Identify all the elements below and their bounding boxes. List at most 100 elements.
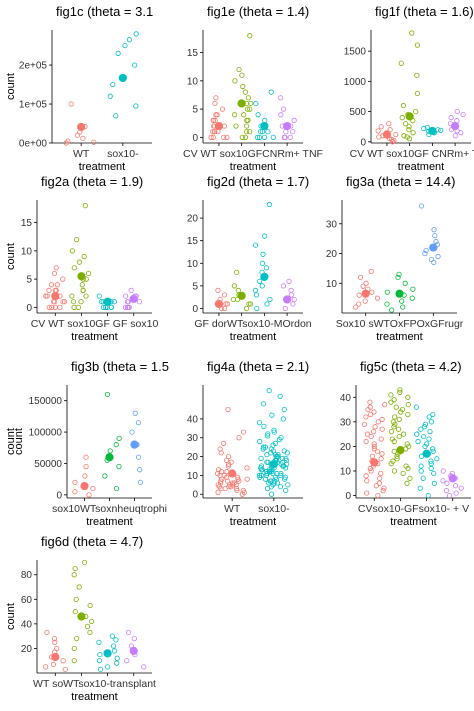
- panel-9-data-point: [388, 399, 394, 405]
- panel-9-mean-point: [370, 458, 379, 467]
- panel-2-data-point: [213, 112, 219, 118]
- panel-4-data-point: [128, 287, 134, 293]
- panel-10-mean-point: [77, 612, 86, 621]
- panel-6-title: fig3a (theta = 14.4): [346, 174, 456, 189]
- panel-2-data-point: [244, 123, 250, 129]
- panel-2-data-point: [253, 100, 259, 107]
- panel-7-data-point: [116, 435, 122, 441]
- panel-6-mean-point: [429, 243, 438, 252]
- panel-9-data-point: [379, 416, 385, 422]
- panel-1-data-point: [74, 132, 80, 138]
- panel-9-data-point: [395, 426, 402, 432]
- panel-4-data-point: [46, 287, 52, 293]
- panel-9-data-point: [400, 470, 406, 477]
- panel-2-x-axis-title: treatment: [230, 161, 276, 173]
- panel-7-data-point: [135, 420, 142, 426]
- panel-2-mean-point: [214, 121, 224, 131]
- panel-1-y-axis-title: count: [5, 73, 17, 100]
- panel-8-data-point: [225, 463, 231, 469]
- panel-10-data-point: [84, 623, 91, 629]
- panel-4-data-point: [69, 248, 75, 254]
- panel-1-x-axis-title: treatment: [79, 161, 125, 173]
- panel-4-data-point: [61, 299, 68, 305]
- panel-10-mean-point: [51, 652, 60, 662]
- panel-8-data-point: [260, 444, 267, 450]
- panel-5-data-point: [259, 260, 266, 266]
- panel-8-data-point: [240, 487, 246, 494]
- panel-10-title: fig6d (theta = 4.7): [41, 534, 143, 549]
- panel-9-data-point: [404, 441, 410, 447]
- panel-5-mean-point: [237, 291, 246, 300]
- panel-9-data-point: [431, 470, 437, 477]
- panel-10-y-tick-label: 40: [21, 619, 33, 630]
- panel-9-data-point: [392, 414, 398, 420]
- panel-9-data-point: [421, 433, 427, 440]
- panel-7-data-point: [113, 485, 120, 492]
- panel-8-data-point: [279, 455, 286, 462]
- panel-10-mean-point: [103, 649, 112, 658]
- panel-9-data-point: [444, 480, 450, 486]
- panel-9-data-point: [371, 441, 377, 447]
- panel-9-data-point: [380, 488, 386, 494]
- panel-10-data-point: [114, 660, 120, 666]
- panel-4-data-point: [100, 304, 107, 310]
- panel-6-data-point: [399, 298, 405, 304]
- panel-8-data-point: [244, 476, 250, 482]
- panel-2-data-point: [242, 134, 249, 140]
- panel-10-data-point: [87, 629, 93, 636]
- panel-6-data-point: [360, 283, 366, 289]
- panel-2-y-tick-label: 0: [192, 133, 198, 144]
- panel-9-data-point: [440, 468, 446, 474]
- panel-8-title: fig4a (theta = 2.1): [207, 359, 309, 374]
- panel-9-data-point: [405, 411, 411, 418]
- panel-10-x-axis-title: treatment: [71, 691, 117, 703]
- panel-2-data-point: [290, 129, 296, 135]
- panel-5-x-axis-title: treatment: [230, 331, 276, 343]
- panel-2-data-point: [280, 106, 287, 112]
- panel-7-data-point: [86, 492, 92, 498]
- panel-3-data-point: [387, 127, 393, 133]
- panel-9-data-point: [361, 421, 367, 427]
- panel-9-data-point: [394, 453, 400, 459]
- panel-5-data-point: [266, 201, 272, 208]
- panel-3-data-point: [401, 133, 407, 139]
- panel-6-data-point: [384, 289, 390, 295]
- panel-8-data-point: [283, 455, 289, 462]
- panel-2-data-point: [210, 117, 216, 124]
- panel-8-data-point: [230, 480, 236, 486]
- panel-9-data-point: [372, 424, 378, 430]
- panel-3-mean-point: [382, 130, 392, 139]
- panel-9-data-point: [364, 431, 371, 437]
- panel-4-mean-point: [129, 294, 138, 303]
- panel-2-data-point: [287, 134, 293, 140]
- panel-7-title: fig3b (theta = 1.5: [71, 359, 169, 374]
- panel-3-data-point: [406, 127, 412, 133]
- panel-9-data-point: [371, 446, 377, 452]
- panel-8-data-point: [256, 420, 263, 426]
- panel-9-y-tick-label: 20: [340, 442, 352, 453]
- panel-5-data-point: [253, 292, 260, 298]
- panel-5-mean-point: [282, 295, 292, 304]
- panel-10-data-point: [54, 645, 60, 652]
- panel-2-data-point: [247, 129, 253, 135]
- panel-8-data-point: [271, 427, 277, 433]
- panel-2-data-point: [244, 106, 251, 112]
- panel-1-x-tick-label: sox10-: [107, 148, 139, 160]
- panel-1-data-point: [113, 113, 119, 119]
- panel-8-x-axis-title: treatment: [230, 516, 276, 528]
- panel-9-title: fig5c (theta = 4.2): [360, 359, 462, 374]
- panel-3-mean-point: [450, 121, 460, 131]
- panel-9-data-point: [418, 426, 424, 432]
- panel-9-data-point: [391, 448, 397, 454]
- panel-3-data-point: [389, 139, 395, 145]
- panel-9-data-point: [363, 438, 369, 445]
- panel-10-data-point: [43, 664, 49, 670]
- panel-9-data-point: [371, 409, 377, 415]
- panel-2-data-point: [212, 117, 218, 124]
- panel-9-data-point: [458, 485, 464, 491]
- panel-8-data-point: [277, 484, 284, 490]
- panel-5-data-point: [257, 278, 263, 284]
- panel-4-data-point: [54, 282, 60, 288]
- panel-7-data-point: [107, 448, 113, 454]
- panel-9-data-point: [427, 429, 433, 435]
